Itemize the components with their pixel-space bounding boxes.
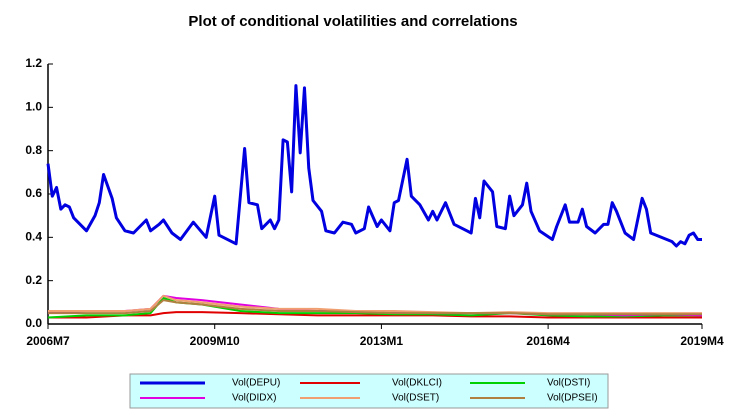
- legend-label: Vol(DIDX): [232, 393, 276, 404]
- legend-label: Vol(DEPU): [232, 378, 280, 389]
- y-tick-label: 0.0: [25, 316, 42, 330]
- y-tick-label: 1.0: [25, 100, 42, 114]
- x-tick-label: 2019M4: [680, 334, 724, 348]
- legend-label: Vol(DSET): [392, 393, 439, 404]
- series-line: [46, 84, 702, 248]
- x-tick-label: 2006M7: [26, 334, 70, 348]
- y-tick-label: 0.4: [25, 230, 42, 244]
- y-tick-label: 0.8: [25, 143, 42, 157]
- series-line: [48, 299, 702, 316]
- legend-box: [129, 373, 609, 409]
- series-line: [48, 294, 702, 315]
- legend-label: Vol(DKLCI): [392, 378, 442, 389]
- series-line: [47, 297, 702, 319]
- chart-title: Plot of conditional volatilities and cor…: [188, 13, 517, 30]
- y-tick-label: 0.6: [25, 186, 42, 200]
- x-tick-label: 2013M1: [360, 334, 404, 348]
- legend-label: Vol(DPSEI): [547, 393, 598, 404]
- x-tick-label: 2009M10: [190, 334, 240, 348]
- series-line: [48, 311, 702, 319]
- legend-label: Vol(DSTI): [547, 378, 590, 389]
- x-tick-label: 2016M4: [526, 334, 570, 348]
- y-tick-label: 0.2: [25, 273, 42, 287]
- y-tick-label: 1.2: [25, 56, 42, 70]
